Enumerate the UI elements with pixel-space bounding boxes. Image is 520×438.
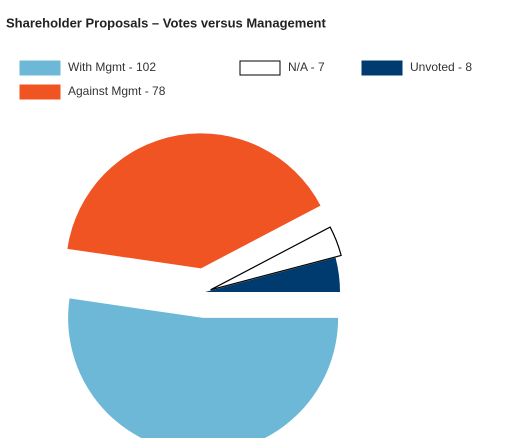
legend-label: Against Mgmt - 78 [68, 84, 166, 98]
pie-slice [210, 226, 342, 291]
legend-swatch [19, 84, 61, 100]
chart-title: Shareholder Proposals – Votes versus Man… [6, 15, 326, 30]
pie-slice [68, 298, 339, 438]
pie-slice [67, 133, 321, 269]
legend-swatch [19, 60, 61, 76]
legend-label: N/A - 7 [288, 60, 325, 74]
legend-label: Unvoted - 8 [410, 60, 472, 74]
legend-label: With Mgmt - 102 [68, 60, 156, 74]
legend-swatch [239, 60, 281, 76]
legend-swatch [361, 60, 403, 76]
pie-slice [205, 257, 340, 292]
